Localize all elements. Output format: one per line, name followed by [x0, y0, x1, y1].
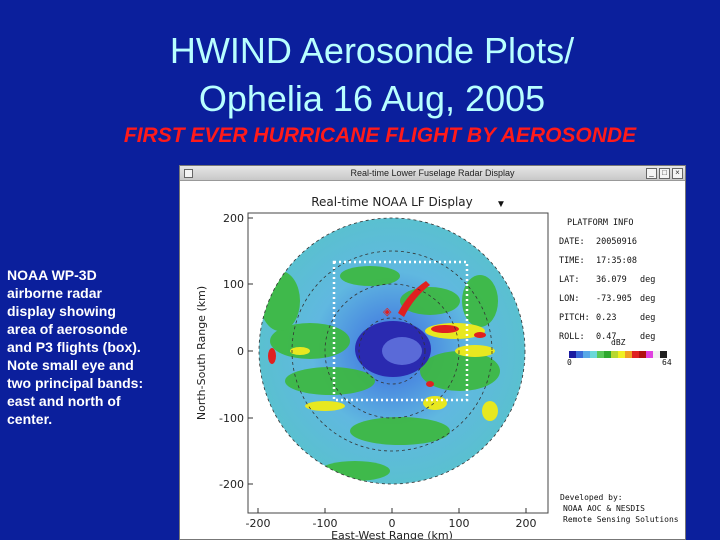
- radar-display: Real-time NOAA LF Display ▼: [195, 195, 667, 539]
- y-tick-label: -200: [219, 478, 244, 491]
- y-tick-label: -100: [219, 412, 244, 425]
- slide-subtitle: FIRST EVER HURRICANE FLIGHT BY AEROSONDE: [123, 124, 637, 147]
- colorbar-swatch: [611, 351, 618, 358]
- range-rings: [258, 217, 526, 485]
- maximize-button[interactable]: □: [659, 168, 670, 179]
- caption-line: area of aerosonde: [7, 321, 128, 337]
- radar-reflectivity: [259, 218, 525, 484]
- slide-caption: NOAA WP-3D airborne radar display showin…: [7, 266, 167, 428]
- info-key: LON:: [559, 294, 580, 304]
- credits-line: Developed by:: [560, 493, 623, 502]
- caption-line: airborne radar: [7, 285, 102, 301]
- slide-title-line2: Ophelia 16 Aug, 2005: [198, 78, 546, 119]
- heading-marker-icon: ▼: [496, 199, 506, 210]
- flight-area-box: [332, 260, 469, 402]
- x-tick-label: -200: [246, 517, 271, 530]
- colorbar-swatch: [632, 351, 639, 358]
- colorbar-swatch: [653, 351, 660, 358]
- info-value: 0.23: [596, 313, 617, 323]
- info-key: TIME:: [559, 256, 585, 266]
- window-title: Real-time Lower Fuselage Radar Display: [350, 168, 515, 178]
- info-value: 17:35:08: [596, 256, 637, 266]
- colorbar-max-label: 64: [662, 358, 672, 367]
- credits-block: Developed by: NOAA AOC & NESDIS Remote S…: [560, 492, 679, 525]
- credits-line: NOAA AOC & NESDIS: [563, 504, 645, 513]
- slide-title-line1: HWIND Aerosonde Plots/: [169, 30, 575, 71]
- info-unit: deg: [640, 332, 656, 342]
- info-unit: deg: [640, 313, 656, 323]
- close-button[interactable]: ×: [672, 168, 683, 179]
- y-tick-label: 100: [223, 278, 244, 291]
- caption-line: two principal bands:: [7, 375, 144, 391]
- minimize-button[interactable]: _: [646, 168, 657, 179]
- x-tick-label: -100: [313, 517, 338, 530]
- caption-line: display showing: [7, 303, 116, 319]
- display-title: Real-time NOAA LF Display: [311, 195, 473, 209]
- colorbar-swatch: [604, 351, 611, 358]
- info-key: LAT:: [559, 275, 580, 285]
- y-tick-label: 200: [223, 212, 244, 225]
- caption-line: east and north of: [7, 393, 121, 409]
- info-value: 36.079: [596, 275, 627, 285]
- caption-line: Note small eye and: [7, 357, 134, 373]
- colorbar-swatch: [625, 351, 632, 358]
- colorbar-swatch: [597, 351, 604, 358]
- info-value: -73.905: [596, 294, 632, 304]
- info-key: DATE:: [559, 237, 585, 247]
- colorbar-swatch: [646, 351, 653, 358]
- info-unit: deg: [640, 275, 656, 285]
- colorbar-swatch: [618, 351, 625, 358]
- info-key: PITCH:: [559, 313, 590, 323]
- info-value: 0.47: [596, 332, 617, 342]
- colorbar-swatch: [583, 351, 590, 358]
- colorbar-swatch: [590, 351, 597, 358]
- x-tick-label: 100: [449, 517, 470, 530]
- x-axis-label: East-West Range (km): [331, 529, 453, 539]
- svg-text:◈: ◈: [383, 305, 392, 318]
- dbz-colorbar: [569, 351, 667, 358]
- caption-line: center.: [7, 411, 53, 427]
- colorbar-swatch: [576, 351, 583, 358]
- colorbar-swatch: [660, 351, 667, 358]
- platform-info-header: PLATFORM INFO: [567, 218, 634, 228]
- info-unit: deg: [640, 294, 656, 304]
- info-value: 20050916: [596, 237, 637, 247]
- colorbar-swatch: [639, 351, 646, 358]
- colorbar-swatch: [569, 351, 576, 358]
- x-tick-label: 0: [389, 517, 396, 530]
- colorbar-title: dBZ: [611, 338, 626, 347]
- window-titlebar[interactable]: Real-time Lower Fuselage Radar Display _…: [180, 166, 685, 181]
- x-tick-label: 200: [516, 517, 537, 530]
- caption-line: and P3 flights (box).: [7, 339, 141, 355]
- info-key: ROLL:: [559, 332, 585, 342]
- credits-line: Remote Sensing Solutions: [563, 515, 679, 524]
- caption-line: NOAA WP-3D: [7, 267, 97, 283]
- window-menu-icon[interactable]: [184, 169, 193, 178]
- radar-window: Real-time Lower Fuselage Radar Display _…: [179, 165, 686, 540]
- y-tick-label: 0: [237, 345, 244, 358]
- colorbar-min-label: 0: [567, 358, 572, 367]
- y-axis-label: North-South Range (km): [195, 286, 208, 420]
